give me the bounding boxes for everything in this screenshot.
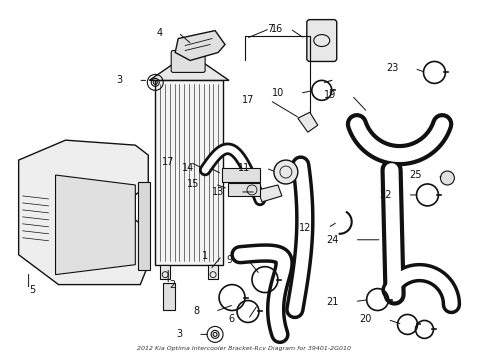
Text: 7: 7: [267, 24, 273, 33]
Bar: [155, 80, 223, 265]
Text: 17: 17: [241, 95, 253, 105]
FancyBboxPatch shape: [171, 50, 204, 72]
Text: 13: 13: [211, 187, 224, 197]
Text: 25: 25: [408, 170, 421, 180]
Text: 15: 15: [186, 179, 199, 189]
Polygon shape: [149, 58, 228, 80]
Polygon shape: [175, 31, 224, 60]
Polygon shape: [56, 175, 135, 275]
Text: 17: 17: [162, 157, 174, 167]
Text: 22: 22: [378, 190, 391, 200]
FancyBboxPatch shape: [306, 20, 336, 62]
Text: 3: 3: [176, 329, 182, 339]
Text: 24: 24: [325, 235, 338, 245]
Text: 23: 23: [386, 63, 398, 73]
Text: 2: 2: [169, 280, 175, 289]
Text: 10: 10: [271, 88, 284, 98]
Bar: [163, 283, 175, 310]
Text: 3: 3: [116, 75, 122, 85]
Text: 5: 5: [30, 284, 36, 294]
Text: 4: 4: [156, 28, 162, 37]
Text: 21: 21: [325, 297, 338, 306]
Bar: [138, 182, 150, 270]
Text: 20: 20: [359, 314, 371, 324]
Text: 19: 19: [323, 90, 335, 100]
Text: 16: 16: [270, 24, 283, 33]
Text: 11: 11: [237, 163, 249, 173]
Text: 6: 6: [227, 314, 234, 324]
Text: 2012 Kia Optima Intercooler Bracket-Rcv Diagram for 39401-2G010: 2012 Kia Optima Intercooler Bracket-Rcv …: [137, 346, 350, 351]
Polygon shape: [258, 185, 281, 202]
Text: 8: 8: [193, 306, 199, 316]
Bar: [222, 168, 260, 182]
Text: 14: 14: [182, 163, 194, 173]
Text: 12: 12: [299, 223, 311, 233]
Text: 1: 1: [202, 251, 208, 261]
Text: 9: 9: [225, 255, 232, 265]
Circle shape: [440, 171, 453, 185]
Bar: [227, 183, 260, 196]
Polygon shape: [297, 112, 317, 132]
Circle shape: [273, 160, 297, 184]
Bar: [160, 265, 170, 279]
Bar: [208, 265, 218, 279]
Polygon shape: [19, 140, 148, 285]
